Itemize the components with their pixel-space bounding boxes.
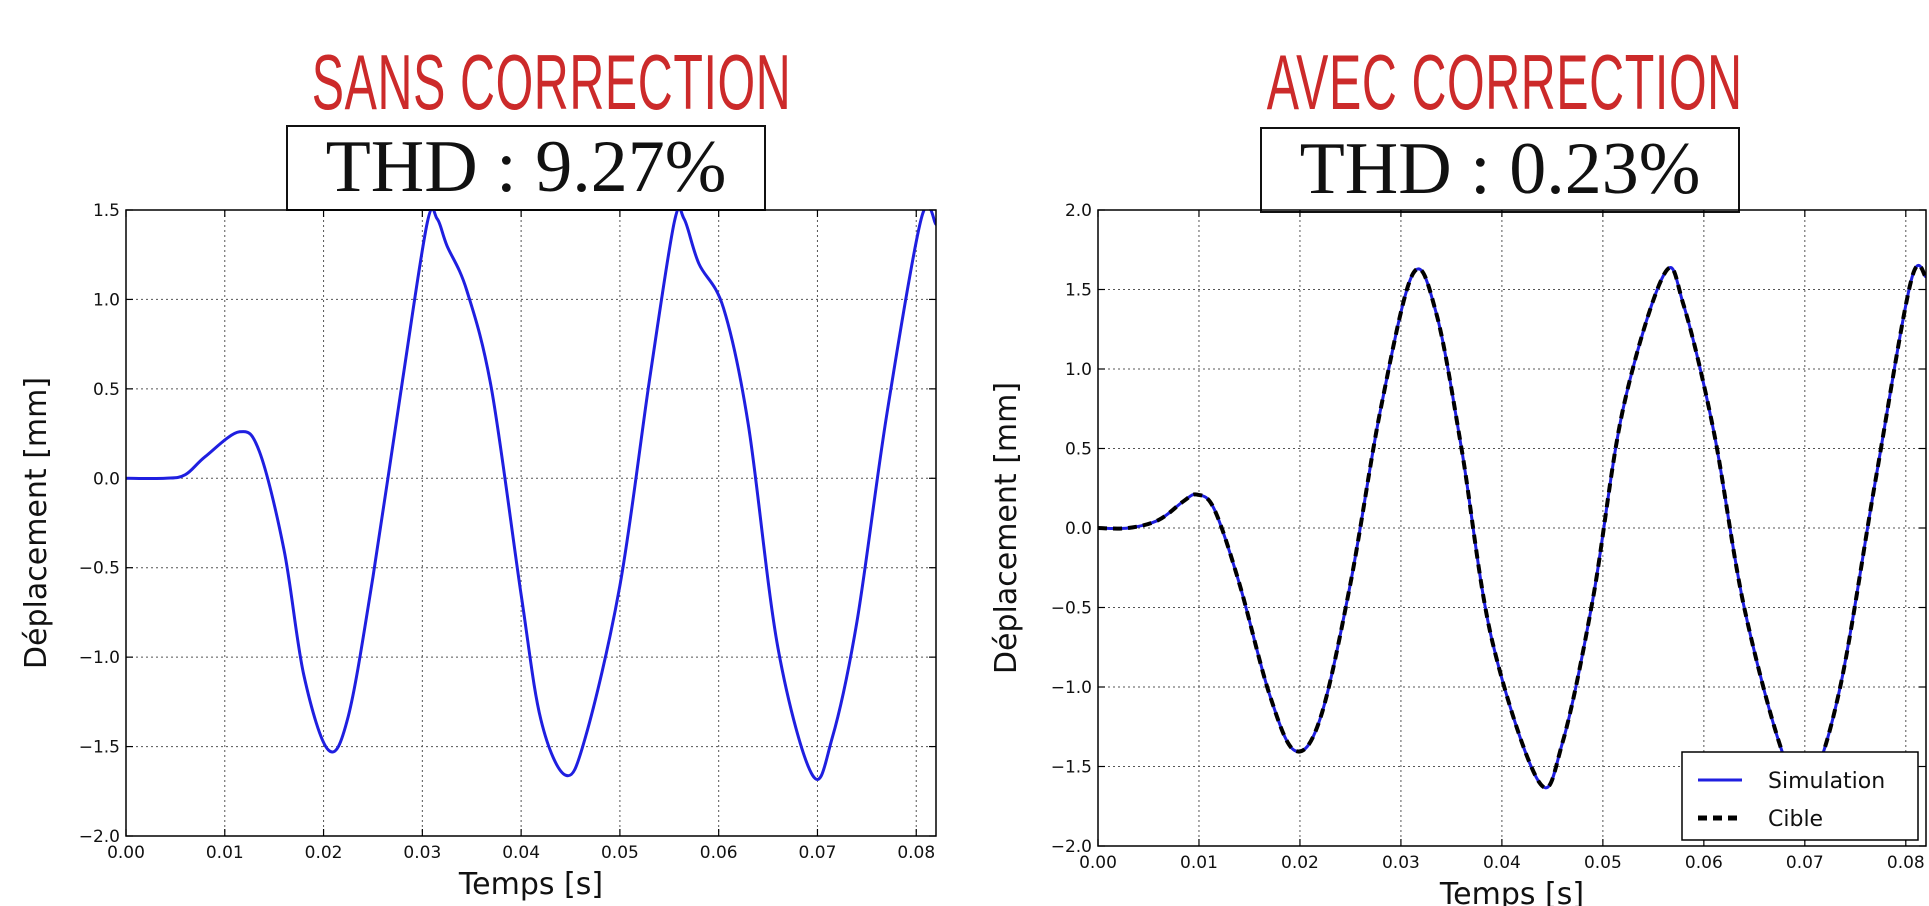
right-x-tick-label: 0.03 (1382, 853, 1420, 873)
right-plot-frame (1097, 209, 1927, 847)
right-x-tick-label: 0.00 (1079, 853, 1117, 873)
right-y-tick-label: −0.5 (1051, 599, 1092, 619)
left-x-axis-label: Temps [s] (458, 867, 603, 902)
right-y-axis-label: Déplacement [mm] (989, 382, 1024, 674)
right-chart: 0.00 0.01 0.02 0.03 0.04 0.05 0.06 0.07 0.08 2.0 1… (989, 201, 1927, 906)
right-y-tick-label: −1.5 (1051, 758, 1092, 778)
right-y-tick-label: 1.5 (1065, 281, 1092, 301)
right-legend-label-cible: Cible (1768, 807, 1823, 832)
right-x-axis-label: Temps [s] (1439, 877, 1584, 906)
left-y-tick-label: −1.0 (79, 648, 120, 668)
left-y-tick-label: 1.0 (93, 290, 120, 310)
left-y-axis-label: Déplacement [mm] (19, 377, 54, 669)
right-y-tick-label: −2.0 (1051, 837, 1092, 857)
left-y-tick-label: 1.5 (93, 201, 120, 221)
left-y-tick-label: 0.0 (93, 469, 120, 489)
left-x-tick-label: 0.07 (799, 843, 837, 863)
right-panel-title: AVEC CORRECTION (1266, 38, 1743, 126)
right-x-tick-label: 0.01 (1180, 853, 1218, 873)
right-y-tick-label: 0.0 (1065, 519, 1092, 539)
left-panel-title: SANS CORRECTION (311, 38, 792, 126)
right-x-tick-label: 0.06 (1685, 853, 1723, 873)
right-x-tick-label: 0.05 (1584, 853, 1622, 873)
right-y-tick-label: 0.5 (1065, 440, 1092, 460)
left-x-tick-label: 0.05 (601, 843, 639, 863)
right-y-tick-label: −1.0 (1051, 678, 1092, 698)
left-series-line0 (126, 210, 936, 781)
left-x-tick-label: 0.02 (305, 843, 343, 863)
left-chart: 0.00 0.01 0.02 0.03 0.04 0.05 0.06 0.07 0.08 1.5 1… (19, 201, 937, 902)
left-x-tick-label: 0.06 (700, 843, 738, 863)
left-x-tick-label: 0.08 (897, 843, 935, 863)
left-y-tick-label: −1.5 (79, 738, 120, 758)
left-x-tick-label: 0.00 (107, 843, 145, 863)
right-x-tick-label: 0.02 (1281, 853, 1319, 873)
left-x-tick-label: 0.04 (502, 843, 540, 863)
right-x-tick-label: 0.08 (1887, 853, 1925, 873)
right-legend-box (1681, 751, 1919, 841)
left-x-tick-label: 0.03 (403, 843, 441, 863)
right-y-tick-label: 2.0 (1065, 201, 1092, 221)
right-y-tick-label: 1.0 (1065, 360, 1092, 380)
left-x-tick-label: 0.01 (206, 843, 244, 863)
left-y-tick-label: 0.5 (93, 380, 120, 400)
right-thd-box: THD : 0.23% (1260, 127, 1740, 213)
right-x-tick-label: 0.07 (1786, 853, 1824, 873)
right-x-tick-label: 0.04 (1483, 853, 1521, 873)
right-legend-label-simulation: Simulation (1768, 769, 1885, 794)
left-thd-box: THD : 9.27% (286, 125, 766, 211)
left-y-tick-label: −0.5 (79, 559, 120, 579)
left-plot-frame (125, 209, 937, 837)
left-y-tick-label: −2.0 (79, 827, 120, 847)
